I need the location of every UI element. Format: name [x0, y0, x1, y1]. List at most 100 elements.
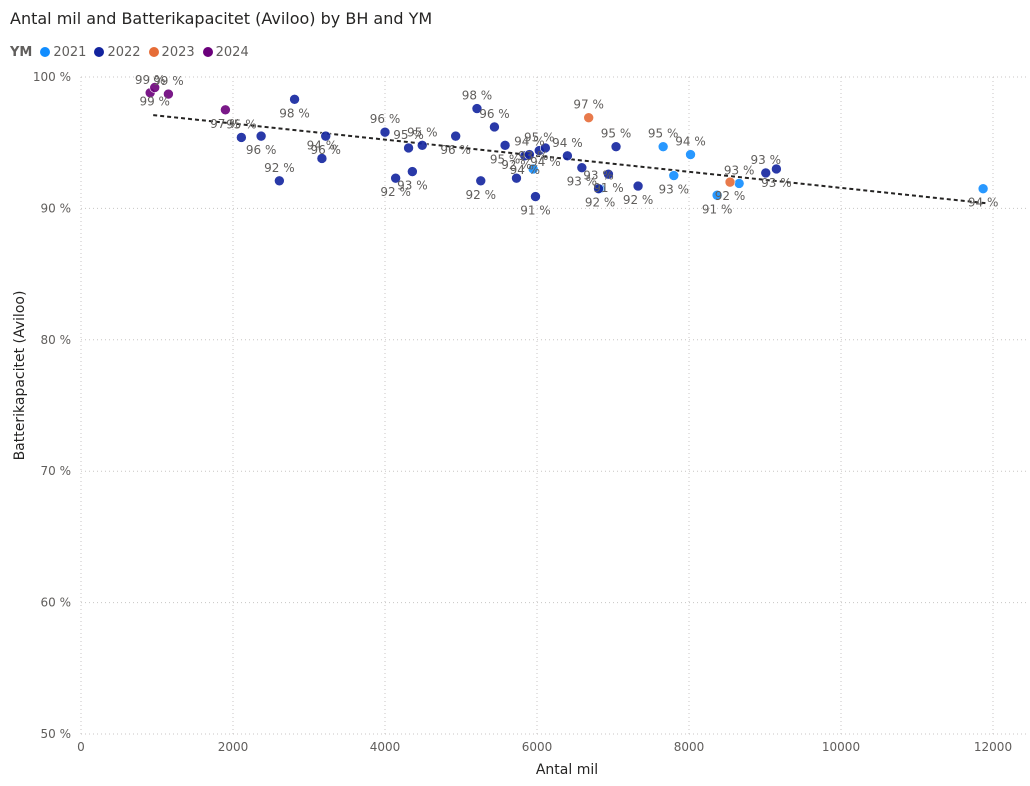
data-point-2022[interactable] [576, 162, 588, 173]
data-point-2021[interactable] [668, 170, 680, 181]
data-point-2021[interactable] [711, 189, 723, 201]
data-point-2024[interactable] [163, 88, 174, 100]
data-label: 95 % [648, 127, 679, 141]
data-point-2022[interactable] [562, 150, 573, 162]
data-label: 97 % [210, 117, 241, 131]
data-point-2022[interactable] [475, 175, 487, 187]
data-point-2022[interactable] [530, 191, 541, 202]
data-point-2022[interactable] [390, 172, 401, 184]
data-label: 93 % [751, 153, 782, 167]
data-point-2022[interactable] [320, 130, 332, 142]
y-axis-title: Batterikapacitet (Aviloo) [12, 291, 28, 461]
data-label: 93 % [724, 163, 755, 177]
data-point-2022[interactable] [524, 149, 535, 160]
data-label: 91 % [593, 181, 624, 195]
data-label: 92 % [501, 158, 532, 172]
data-point-2022[interactable] [316, 153, 328, 164]
data-point-2022[interactable] [379, 126, 391, 138]
legend-marker-2023 [148, 47, 159, 57]
data-point-2021[interactable] [657, 141, 669, 152]
data-point-2022[interactable] [471, 103, 483, 114]
data-point-2022[interactable] [289, 94, 300, 105]
data-label: 94 % [675, 135, 706, 149]
data-label: 96 % [440, 143, 471, 157]
data-label: 95 % [524, 131, 555, 145]
data-point-2024[interactable] [149, 82, 161, 93]
data-label: 95 % [490, 152, 521, 166]
data-label: 96 % [310, 143, 341, 157]
x-tick-label: 8000 [674, 740, 705, 754]
data-label: 93 % [583, 169, 614, 183]
x-axis-title: Antal mil [536, 762, 598, 778]
data-point-2021[interactable] [527, 163, 539, 175]
data-point-2021[interactable] [685, 149, 696, 160]
legend-marker-2022 [94, 47, 105, 57]
data-label: 92 % [623, 193, 654, 207]
data-point-2022[interactable] [403, 142, 414, 154]
legend-item-2023[interactable]: 2023 [148, 45, 195, 60]
legend-item-2024[interactable]: 2024 [202, 44, 249, 60]
data-label: 96 % [370, 112, 401, 126]
legend: YM 2021 2022 2023 2024 [10, 43, 257, 61]
x-tick-label: 4000 [370, 740, 401, 754]
data-point-2022[interactable] [255, 130, 267, 142]
data-point-2022[interactable] [489, 121, 500, 133]
data-label: 99 % [153, 74, 184, 88]
legend-item-2022[interactable]: 2022 [94, 44, 141, 60]
data-point-2022[interactable] [407, 166, 418, 177]
legend-label-2024: 2024 [215, 44, 249, 60]
data-point-2021[interactable] [733, 178, 745, 189]
data-label: 94 % [307, 138, 338, 152]
data-point-2022[interactable] [603, 168, 614, 180]
data-point-2023[interactable] [583, 112, 594, 124]
data-point-2021[interactable] [977, 183, 989, 194]
data-point-2022[interactable] [760, 167, 772, 179]
data-point-2024[interactable] [220, 104, 231, 116]
y-tick-label: 100 % [33, 70, 71, 84]
data-point-2022[interactable] [416, 140, 428, 151]
data-label: 91 % [520, 204, 551, 218]
data-label: 96 % [246, 143, 277, 157]
data-point-2022[interactable] [511, 172, 522, 184]
data-label: 94 % [530, 155, 561, 169]
data-point-2022[interactable] [274, 175, 285, 187]
data-point-2022[interactable] [610, 141, 622, 152]
y-tick-label: 80 % [41, 333, 72, 347]
x-tick-label: 6000 [522, 740, 553, 754]
data-label: 95 % [601, 127, 632, 141]
legend-marker-2021 [40, 47, 51, 57]
axis-ticks: 50 % 60 % 70 % 80 % 90 % 100 % 0 2000 4000 6000 80… [33, 70, 1012, 754]
y-tick-label: 90 % [41, 201, 72, 215]
data-label: 97 % [573, 98, 604, 112]
data-label: 94 % [968, 196, 999, 210]
data-label: 93 % [567, 175, 598, 189]
data-label: 98 % [279, 106, 310, 120]
data-label: 92 % [380, 185, 411, 199]
data-point-2022[interactable] [771, 163, 782, 175]
data-label: 99 % [139, 95, 170, 109]
data-point-2023[interactable] [724, 176, 736, 188]
data-label: 93 % [518, 149, 549, 163]
data-label: 93 % [761, 176, 792, 190]
grid [80, 76, 1028, 735]
data-point-2022[interactable] [540, 142, 551, 154]
data-label: 95 % [226, 117, 257, 131]
data-point-2022[interactable] [593, 183, 604, 194]
x-tick-label: 10000 [822, 740, 860, 754]
data-point-2022[interactable] [632, 180, 644, 192]
chart-title: Antal mil and Batterikapacitet (Aviloo) … [10, 9, 433, 28]
legend-label-2022: 2022 [107, 44, 141, 60]
y-tick-label: 60 % [41, 596, 72, 610]
x-tick-label: 12000 [974, 740, 1012, 754]
data-point-2022[interactable] [499, 140, 511, 151]
data-label: 92 % [466, 188, 497, 202]
data-label: 92 % [715, 189, 746, 203]
data-point-2022[interactable] [450, 130, 461, 142]
data-label: 96 % [479, 107, 510, 121]
y-tick-label: 70 % [41, 464, 72, 478]
legend-item-2021[interactable]: 2021 [40, 45, 86, 60]
data-point-2022[interactable] [236, 132, 247, 143]
data-label: 92 % [264, 161, 295, 175]
data-labels: 93 %92 %95 %93 %94 %91 %93 %94 %95 %96 %… [135, 73, 998, 218]
